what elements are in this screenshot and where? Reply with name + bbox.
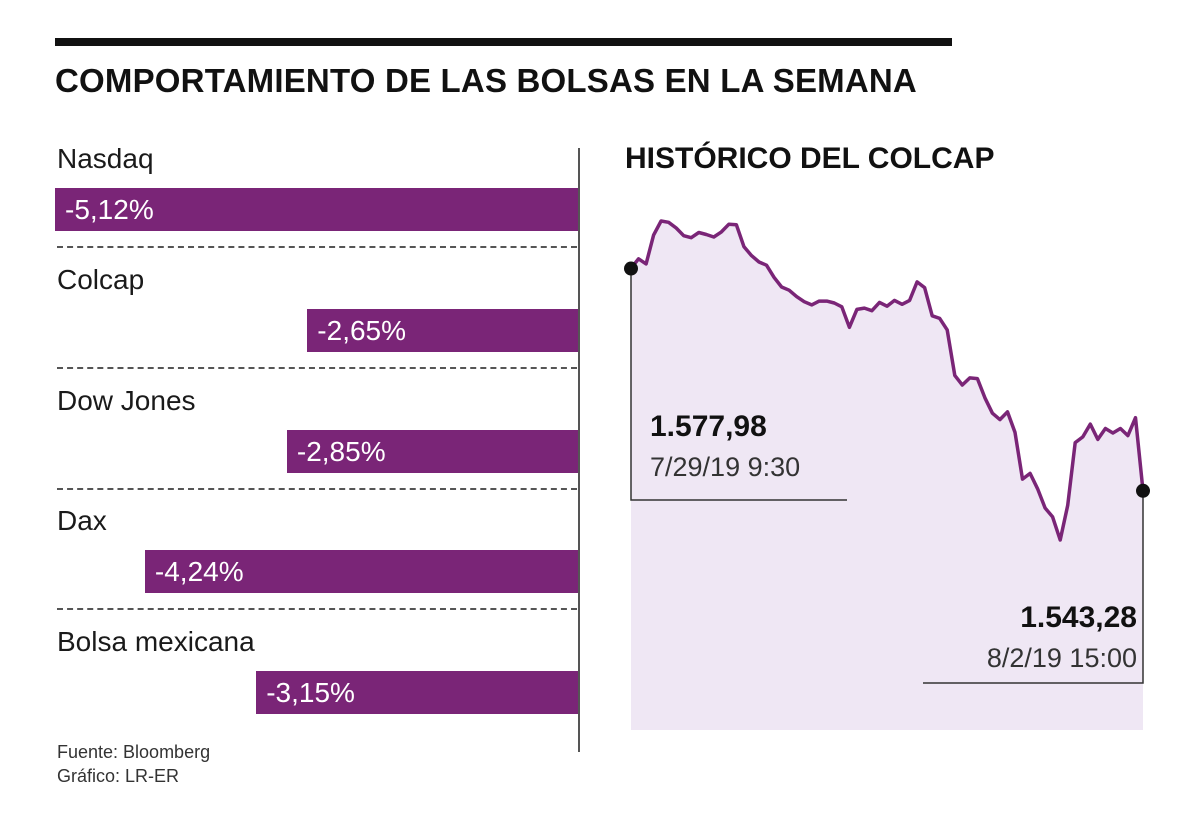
end-value-label: 1.543,28	[1020, 601, 1137, 634]
dashed-divider	[57, 246, 577, 248]
dashed-divider	[57, 367, 577, 369]
bar-label-colcap: Colcap	[57, 264, 145, 295]
source-line: Fuente: Bloomberg	[57, 742, 211, 762]
bar-label-dow-jones: Dow Jones	[57, 385, 196, 416]
start-leader-line	[630, 268, 847, 501]
dashed-divider	[57, 608, 577, 610]
bar-bolsa-mexicana	[256, 671, 578, 714]
line-chart-title: HISTÓRICO DEL COLCAP	[625, 142, 995, 175]
bar-value-nasdaq: -5,12%	[65, 194, 154, 225]
bar-nasdaq	[55, 188, 578, 231]
bar-value-bolsa-mexicana: -3,15%	[266, 677, 355, 708]
bar-value-dax: -4,24%	[154, 556, 244, 587]
zero-axis-line	[578, 148, 580, 752]
bar-dow-jones	[286, 430, 578, 473]
end-point	[1136, 483, 1150, 498]
bar-label-nasdaq: Nasdaq	[57, 143, 154, 174]
main-title: COMPORTAMIENTO DE LAS BOLSAS EN LA SEMAN…	[55, 62, 917, 99]
start-value-label: 1.577,98	[650, 410, 767, 443]
dashed-divider	[57, 488, 577, 490]
bar-label-dax: Dax	[57, 505, 107, 536]
bar-label-bolsa-mexicana: Bolsa mexicana	[57, 626, 255, 657]
bar-colcap	[307, 309, 578, 352]
credit-line: Gráfico: LR-ER	[57, 766, 180, 786]
bar-chart: Nasdaq -5,12% Colcap -2,65% Dow Jones -2,85% D…	[55, 143, 580, 752]
top-rule	[55, 38, 952, 46]
bar-value-colcap: -2,65%	[317, 315, 407, 346]
area-fill	[631, 221, 1143, 730]
start-point	[624, 261, 638, 276]
bar-value-dow-jones: -2,85%	[296, 436, 386, 467]
end-date-label: 8/2/19 15:00	[987, 643, 1137, 673]
bar-dax	[144, 550, 578, 593]
colcap-series-line	[629, 219, 1145, 542]
start-date-label: 7/29/19 9:30	[650, 452, 800, 482]
end-leader-line	[923, 490, 1144, 684]
colcap-line-chart: 1.577,98 7/29/19 9:30 1.543,28 8/2/19 15…	[624, 219, 1150, 730]
